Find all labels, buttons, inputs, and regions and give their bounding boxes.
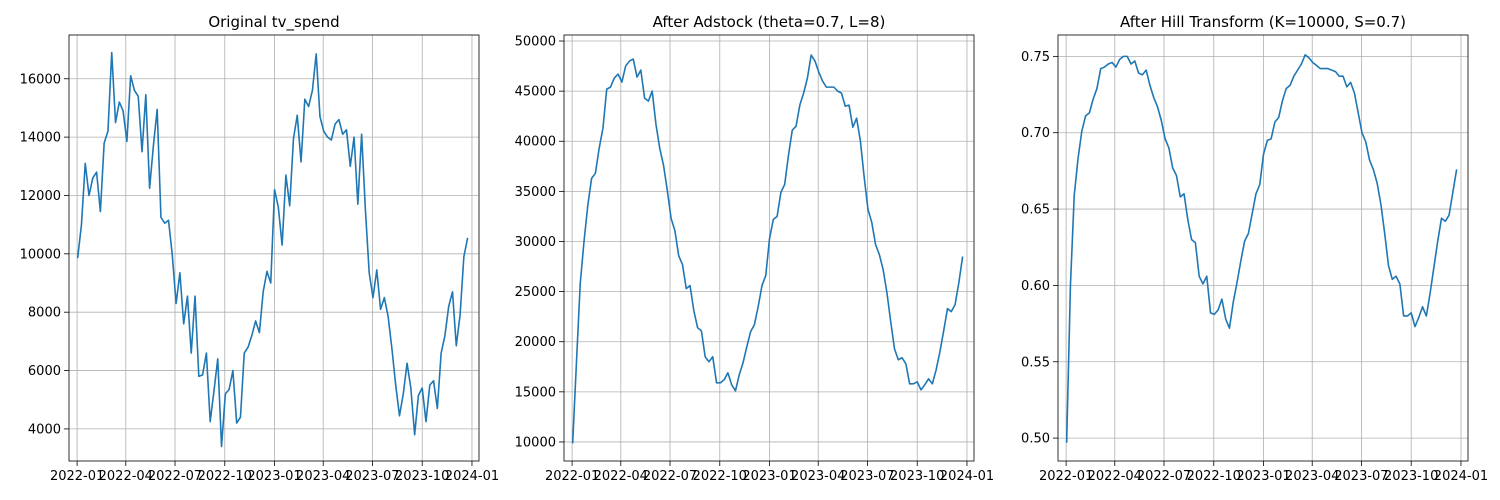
y-tick-label: 0.55 (1021, 355, 1050, 370)
x-tick-label: 2022-01 (1039, 469, 1093, 484)
y-axis: 4000 6000 8000 10000 12000 14000 16000 (20, 72, 69, 437)
x-tick-label: 2022-07 (643, 469, 697, 484)
panel-title: Original tv_spend (208, 13, 339, 32)
y-tick-label: 30000 (515, 235, 556, 250)
plot-frame (68, 34, 480, 462)
y-tick-label: 0.65 (1021, 203, 1050, 218)
y-tick-label: 12000 (20, 189, 61, 204)
x-tick-label: 2023-01 (247, 469, 301, 484)
x-tick-label: 2023-01 (742, 469, 796, 484)
panel-title: After Adstock (theta=0.7, L=8) (653, 13, 886, 31)
x-tick-label: 2022-01 (50, 469, 104, 484)
panel-title: After Hill Transform (K=10000, S=0.7) (1120, 13, 1406, 31)
y-tick-label: 0.75 (1021, 50, 1050, 65)
y-tick-label: 0.70 (1021, 126, 1050, 141)
grid (1058, 35, 1468, 461)
x-tick-label: 2024-01 (940, 469, 994, 484)
x-tick-label: 2024-01 (1434, 469, 1488, 484)
x-tick-label: 2022-04 (1088, 469, 1142, 484)
panel-hill: After Hill Transform (K=10000, S=0.7) 20… (1021, 13, 1488, 484)
x-tick-label: 2024-01 (445, 469, 499, 484)
x-tick-label: 2022-01 (545, 469, 599, 484)
x-tick-label: 2023-07 (840, 469, 894, 484)
y-tick-label: 35000 (515, 185, 556, 200)
y-tick-label: 25000 (515, 285, 556, 300)
series-line (1065, 54, 1458, 443)
panel-original: Original tv_spend 2022-012022-042022-072… (20, 13, 499, 484)
x-tick-label: 2023-10 (890, 469, 944, 484)
x-axis: 2022-012022-042022-072022-102023-012023-… (1039, 461, 1488, 484)
plot-frame (1057, 34, 1469, 462)
x-tick-label: 2022-10 (693, 469, 747, 484)
y-tick-label: 50000 (515, 35, 556, 50)
series-line (76, 51, 469, 448)
grid (564, 35, 974, 461)
y-tick-label: 14000 (20, 131, 61, 146)
y-tick-label: 45000 (515, 85, 556, 100)
y-tick-label: 40000 (515, 135, 556, 150)
y-tick-label: 10000 (515, 435, 556, 450)
x-tick-label: 2023-07 (345, 469, 399, 484)
y-tick-label: 0.50 (1021, 432, 1050, 447)
plot-frame (563, 34, 975, 462)
y-tick-label: 4000 (28, 422, 61, 437)
panel-adstock: After Adstock (theta=0.7, L=8) 2022-0120… (515, 13, 994, 484)
series-line (571, 54, 964, 444)
x-tick-label: 2022-10 (198, 469, 252, 484)
x-tick-label: 2023-10 (1384, 469, 1438, 484)
x-tick-label: 2022-04 (594, 469, 648, 484)
y-tick-label: 10000 (20, 247, 61, 262)
y-tick-label: 20000 (515, 335, 556, 350)
x-axis: 2022-012022-042022-072022-102023-012023-… (545, 461, 994, 484)
y-tick-label: 8000 (28, 306, 61, 321)
x-tick-label: 2022-10 (1187, 469, 1241, 484)
y-tick-label: 16000 (20, 72, 61, 87)
y-tick-label: 15000 (515, 385, 556, 400)
y-axis: 0.50 0.55 0.60 0.65 0.70 0.75 (1021, 50, 1058, 447)
x-tick-label: 2023-01 (1236, 469, 1290, 484)
x-tick-label: 2022-07 (1137, 469, 1191, 484)
x-tick-label: 2023-07 (1334, 469, 1388, 484)
x-tick-label: 2022-07 (148, 469, 202, 484)
x-tick-label: 2023-04 (1285, 469, 1339, 484)
y-axis: 10000 15000 20000 25000 30000 35000 40000 45000… (515, 35, 564, 450)
y-tick-label: 6000 (28, 364, 61, 379)
x-tick-label: 2023-10 (395, 469, 449, 484)
x-tick-label: 2023-04 (296, 469, 350, 484)
y-tick-label: 0.60 (1021, 279, 1050, 294)
x-tick-label: 2023-04 (791, 469, 845, 484)
x-tick-label: 2022-04 (99, 469, 153, 484)
x-axis: 2022-012022-042022-072022-102023-012023-… (50, 461, 499, 484)
